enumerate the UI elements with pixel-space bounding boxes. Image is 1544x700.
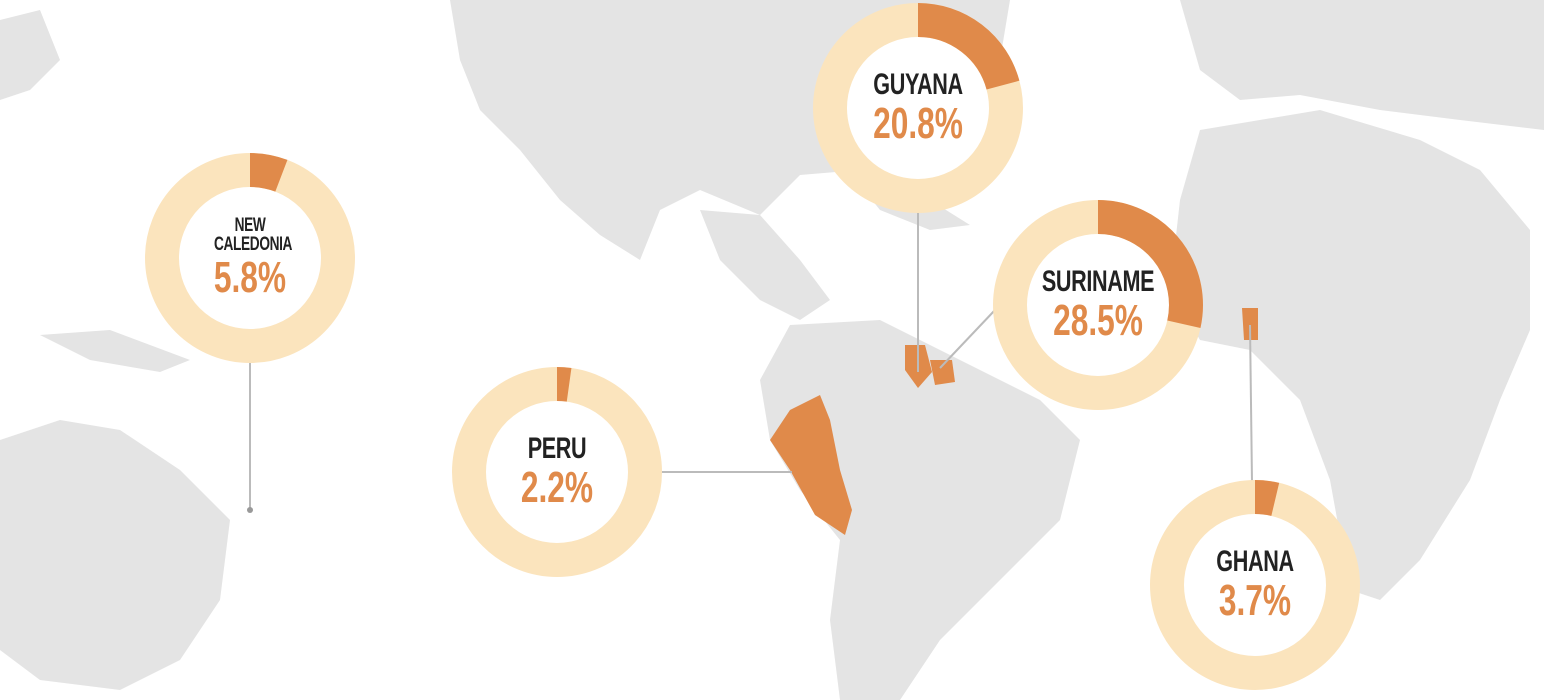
donut-segment <box>1150 480 1360 690</box>
peru-shape <box>770 395 852 535</box>
country-name: GUYANA <box>873 68 963 101</box>
asia <box>0 10 60 100</box>
connector <box>1249 324 1253 483</box>
donut-segment <box>145 153 355 363</box>
connector-dot <box>247 507 253 513</box>
connectors <box>247 210 1253 513</box>
share-value: 5.8% <box>213 253 287 302</box>
share-value: 28.5% <box>1053 296 1143 345</box>
donut-segment <box>452 367 662 577</box>
donut-label: GHANA 3.7% <box>1197 515 1312 655</box>
donut-segment <box>993 200 1203 410</box>
suriname-shape <box>930 360 955 385</box>
connector <box>939 309 996 369</box>
south-america <box>760 320 1080 700</box>
donut-label: GUYANA 20.8% <box>860 38 975 178</box>
new-guinea <box>40 330 190 372</box>
australia <box>0 420 230 690</box>
africa <box>1170 110 1530 600</box>
country-name: GHANA <box>1216 545 1294 578</box>
donuts <box>145 3 1360 690</box>
donut-segment <box>813 3 1023 213</box>
central-america <box>700 210 830 320</box>
country-name: SURINAME <box>1041 265 1155 298</box>
country-name: NEW CALEDONIA <box>214 215 293 255</box>
share-value: 20.8% <box>873 99 963 148</box>
country-name: PERU <box>527 432 587 465</box>
share-value: 3.7% <box>1218 576 1292 625</box>
donut-label: NEW CALEDONIA 5.8% <box>192 188 307 328</box>
europe <box>1180 0 1544 130</box>
donut-label: PERU 2.2% <box>499 402 614 542</box>
donut-label: SURINAME 28.5% <box>1040 235 1155 375</box>
share-value: 2.2% <box>520 463 594 512</box>
ghana-shape <box>1242 308 1258 340</box>
